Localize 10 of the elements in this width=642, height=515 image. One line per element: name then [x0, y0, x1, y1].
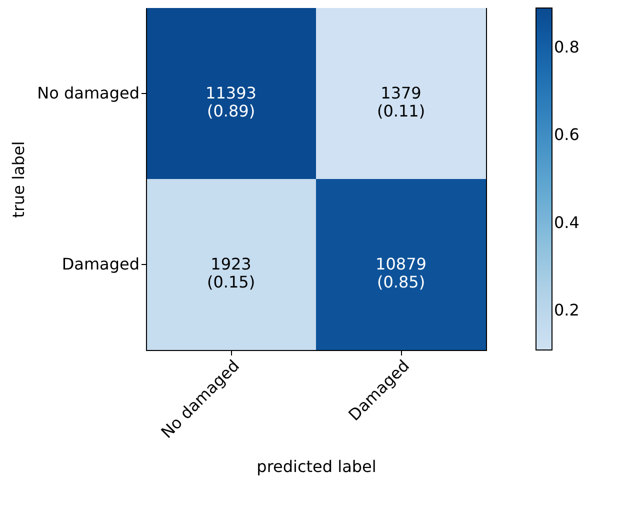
data-label: 1923 (0.15) — [206, 254, 256, 292]
color-bar-label: 0.4 — [554, 212, 580, 232]
data-label: 10879 (0.85) — [376, 254, 426, 292]
data-label: 11393 (0.89) — [206, 84, 256, 120]
color-bar-label: 0.6 — [554, 125, 580, 144]
x-axis-title: predicted label — [256, 457, 376, 476]
data-label: 1379 (0.11) — [376, 84, 426, 120]
y-axis-title: true label — [9, 141, 28, 218]
color-bar-label: 0.8 — [554, 37, 580, 56]
color-bar-label: 0.2 — [554, 300, 580, 320]
